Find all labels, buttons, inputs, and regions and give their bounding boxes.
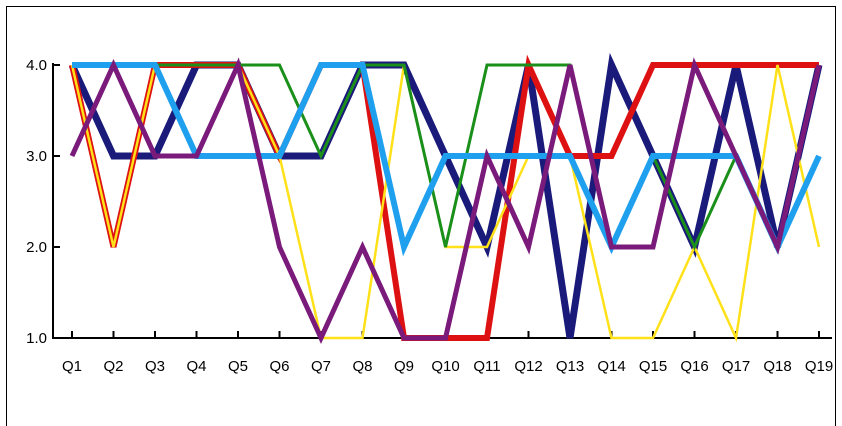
x-tick-label: Q7 [311, 358, 331, 375]
y-tick-label: 2.0 [26, 239, 47, 256]
x-tick-label: Q18 [763, 358, 791, 375]
x-tick-label: Q10 [431, 358, 459, 375]
series-line-4 [72, 63, 821, 252]
chart-tick-labels: 1.0 2.0 3.0 4.0 Q1 Q2 Q3 Q4 Q5 Q6 Q7 Q8 Q9 Q10 Q11 Q12 Q… [26, 57, 833, 375]
x-tick-label: Q15 [639, 358, 667, 375]
x-tick-label: Q16 [680, 358, 708, 375]
x-tick-label: Q6 [269, 358, 289, 375]
y-tick-label: 1.0 [26, 330, 47, 347]
series-line-6 [69, 57, 822, 345]
x-tick-label: Q14 [597, 358, 625, 375]
x-tick-label: Q9 [394, 358, 414, 375]
series-line-1 [68, 52, 823, 339]
y-tick-label: 3.0 [26, 148, 47, 165]
x-tick-label: Q5 [228, 358, 248, 375]
x-tick-label: Q2 [103, 358, 123, 375]
x-tick-label: Q4 [186, 358, 206, 375]
x-tick-label: Q19 [805, 358, 833, 375]
x-tick-label: Q8 [352, 358, 372, 375]
x-tick-label: Q17 [722, 358, 750, 375]
x-tick-label: Q1 [62, 358, 82, 375]
y-tick-label: 4.0 [26, 57, 47, 74]
chart-series-lines [68, 52, 823, 345]
x-tick-label: Q12 [514, 358, 542, 375]
x-tick-label: Q13 [556, 358, 584, 375]
x-tick-label: Q3 [145, 358, 165, 375]
x-tick-label: Q11 [473, 358, 500, 375]
